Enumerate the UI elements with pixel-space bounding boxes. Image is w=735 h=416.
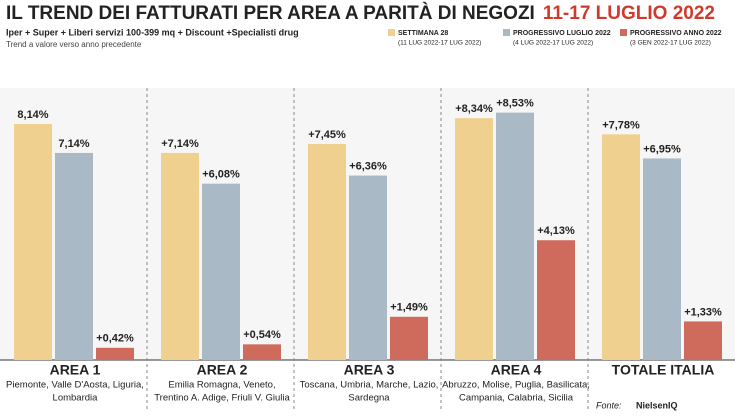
category-label: AREA 4 xyxy=(491,362,542,378)
legend-swatch xyxy=(388,29,395,36)
value-label: +6,08% xyxy=(202,169,240,181)
value-label: +0,42% xyxy=(96,333,134,345)
value-label: +1,49% xyxy=(390,302,428,314)
value-label: 7,14% xyxy=(58,138,89,150)
bar xyxy=(537,240,575,360)
bar xyxy=(496,112,534,360)
bar xyxy=(684,321,722,360)
bar xyxy=(602,134,640,360)
legend-period: (3 GEN 2022-17 LUG 2022) xyxy=(630,40,711,47)
region-label: Toscana, Umbria, Marche, Lazio, xyxy=(300,380,439,391)
bar xyxy=(161,152,199,360)
category-label: TOTALE ITALIA xyxy=(612,362,715,378)
region-label: Abruzzo, Molise, Puglia, Basilicata, xyxy=(442,380,590,391)
value-label: +1,33% xyxy=(684,306,722,318)
value-label: +8,53% xyxy=(496,98,534,110)
bar xyxy=(390,316,428,360)
bar xyxy=(643,158,681,360)
region-label: Emilia Romagna, Veneto, xyxy=(168,380,275,391)
bar xyxy=(96,347,134,360)
region-label: Piemonte, Valle D'Aosta, Liguria, xyxy=(6,380,144,391)
subtitle: Iper + Super + Liberi servizi 100-399 mq… xyxy=(6,27,299,37)
value-label: +4,13% xyxy=(537,225,575,237)
value-label: +8,34% xyxy=(455,103,493,115)
bar xyxy=(202,183,240,360)
legend-period: (4 LUG 2022-17 LUG 2022) xyxy=(513,40,593,47)
bar xyxy=(349,175,387,360)
source-name: NielsenIQ xyxy=(636,400,678,410)
value-label: +6,36% xyxy=(349,160,387,172)
bar xyxy=(455,118,493,360)
legend-swatch xyxy=(620,29,627,36)
value-label: +7,14% xyxy=(161,138,199,150)
region-label: Lombardia xyxy=(53,393,99,404)
value-label: +7,45% xyxy=(308,129,346,141)
legend-swatch xyxy=(503,29,510,36)
region-label: Trentino A. Adige, Friuli V. Giulia xyxy=(154,393,290,404)
subtitle2: Trend a valore verso anno precedente xyxy=(6,40,142,49)
value-label: +7,78% xyxy=(602,119,640,131)
chart-title-dates: 11-17 LUGLIO 2022 xyxy=(543,3,715,24)
bar xyxy=(308,143,346,360)
bar xyxy=(243,344,281,360)
category-label: AREA 3 xyxy=(344,362,395,378)
category-label: AREA 2 xyxy=(197,362,248,378)
value-label: +6,95% xyxy=(643,143,681,155)
source-label: Fonte: xyxy=(596,400,622,410)
legend-period: (11 LUG 2022-17 LUG 2022) xyxy=(398,40,481,47)
legend-label: SETTIMANA 28 xyxy=(398,30,448,37)
value-label: 8,14% xyxy=(17,109,48,121)
legend-label: PROGRESSIVO LUGLIO 2022 xyxy=(513,30,611,37)
bar xyxy=(14,123,52,360)
legend-label: PROGRESSIVO ANNO 2022 xyxy=(630,30,722,37)
bar xyxy=(55,152,93,360)
chart-title: IL TREND DEI FATTURATI PER AREA A PARITÀ… xyxy=(6,2,535,24)
category-label: AREA 1 xyxy=(50,362,101,378)
value-label: +0,54% xyxy=(243,329,281,341)
region-label: Sardegna xyxy=(348,393,390,404)
region-label: Campania, Calabria, Sicilia xyxy=(459,393,574,404)
